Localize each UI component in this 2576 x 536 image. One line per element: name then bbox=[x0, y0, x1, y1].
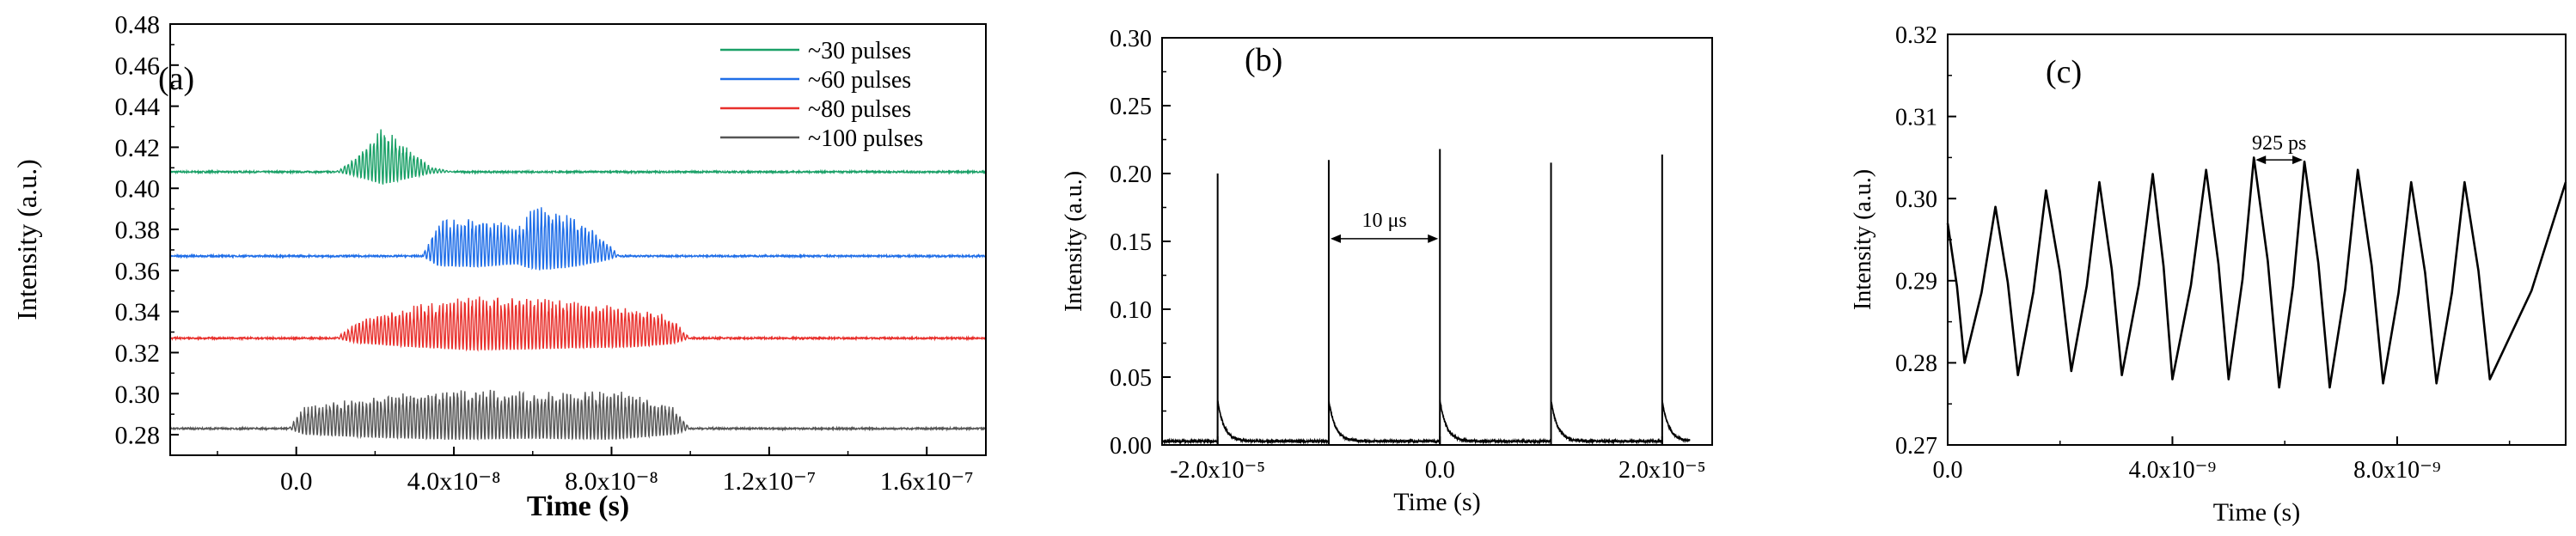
panel-a-y-tick-label: 0.28 bbox=[115, 422, 161, 450]
panel-a-y-tick-label: 0.32 bbox=[115, 339, 161, 368]
panel-b-y-tick-label: 0.00 bbox=[1110, 433, 1152, 460]
panel-c-x-tick-label: 4.0x10⁻⁹ bbox=[2129, 457, 2217, 484]
panel-a-y-tick-label: 0.30 bbox=[115, 381, 161, 409]
panel-a-series-line bbox=[169, 389, 987, 442]
panel-b-y-tick-label: 0.15 bbox=[1110, 229, 1152, 256]
panel-c-y-tick-label: 0.29 bbox=[1895, 269, 1937, 295]
panel-b-y-tick-label: 0.05 bbox=[1110, 365, 1152, 392]
panel-a-y-tick-label: 0.36 bbox=[115, 257, 161, 285]
panel-c-annotation-text: 925 ps bbox=[2252, 132, 2306, 155]
panel-a-y-tick-label: 0.44 bbox=[115, 93, 161, 121]
panel-a-y-tick-label: 0.34 bbox=[115, 298, 161, 326]
panel-a-y-axis-title: Intensity (a.u.) bbox=[11, 159, 42, 320]
panel-b-y-tick-label: 0.20 bbox=[1110, 161, 1152, 188]
panel-a-y-tick-label: 0.48 bbox=[115, 11, 161, 40]
panel-b-y-axis-title: Intensity (a.u.) bbox=[1061, 171, 1087, 312]
panel-c-y-axis-title: Intensity (a.u.) bbox=[1850, 169, 1876, 310]
panel-b-pulse-train bbox=[1161, 149, 1691, 445]
panel-a-series-line bbox=[169, 207, 987, 271]
panel-a-legend-entry: ~80 pulses bbox=[808, 96, 911, 123]
panel-b-label: (b) bbox=[1245, 42, 1282, 78]
panel-c-axes: 0.27 0.28 0.29 0.30 0.31 0.32 0.0 4.0x10⁻⁹ 8.0x1… bbox=[1895, 22, 2511, 484]
panel-b-x-tick-label: -2.0x10⁻⁵ bbox=[1170, 457, 1265, 484]
panel-a-x-tick-label: 8.0x10⁻⁸ bbox=[565, 467, 658, 496]
panel-b-x-tick-label: 0.0 bbox=[1425, 457, 1455, 484]
panel-c-y-tick-label: 0.27 bbox=[1895, 433, 1937, 460]
panel-a-y-tick-label: 0.42 bbox=[115, 134, 161, 162]
panel-c-chart: 0.27 0.28 0.29 0.30 0.31 0.32 0.0 4.0x10⁻⁹ 8.0x1… bbox=[1850, 22, 2567, 527]
panel-b-signal-line bbox=[1161, 399, 1691, 445]
panel-c-x-tick-label: 8.0x10⁻⁹ bbox=[2353, 457, 2441, 484]
panel-a-y-tick-label: 0.38 bbox=[115, 216, 161, 245]
panel-b-y-tick-label: 0.30 bbox=[1110, 26, 1152, 52]
panel-c-y-tick-label: 0.32 bbox=[1895, 22, 1937, 49]
panel-c-y-tick-label: 0.30 bbox=[1895, 186, 1937, 213]
panel-a-legend: ~30 pulses ~60 pulses~80 pulses~100 pulse… bbox=[720, 38, 923, 152]
panel-a-legend-entry: ~100 pulses bbox=[808, 125, 923, 152]
panel-b-chart: 0.00 0.05 0.10 0.15 0.20 0.25 0.30 -2.0x10⁻⁵ 0.0… bbox=[1061, 26, 1713, 516]
panel-b-y-tick-label: 0.25 bbox=[1110, 94, 1152, 120]
panel-b-x-tick-label: 2.0x10⁻⁵ bbox=[1618, 457, 1706, 484]
panel-c-arrow-head-right bbox=[2292, 155, 2304, 165]
panel-b-x-axis-title: Time (s) bbox=[1393, 488, 1480, 516]
panel-a-x-tick-label: 1.6x10⁻⁷ bbox=[880, 467, 974, 496]
panel-a-x-tick-label: 4.0x10⁻⁸ bbox=[407, 467, 501, 496]
panel-a-axes: 0.28 0.30 0.32 0.34 0.36 0.38 0.40 0.42 0.44 0.46… bbox=[115, 11, 974, 496]
panel-c-period-annotation: 925 ps bbox=[2252, 132, 2306, 165]
panel-a-series-line bbox=[169, 129, 987, 185]
panel-a-chart: 0.28 0.30 0.32 0.34 0.36 0.38 0.40 0.42 0.44 0.46… bbox=[11, 11, 987, 522]
panel-a-label: (a) bbox=[158, 61, 194, 97]
panel-c-y-tick-label: 0.31 bbox=[1895, 104, 1937, 131]
panel-a-plot-frame bbox=[169, 23, 987, 456]
panel-b-plot-frame bbox=[1161, 37, 1713, 446]
panel-a-legend-entry: ~60 pulses bbox=[808, 67, 911, 94]
panel-b-y-tick-label: 0.10 bbox=[1110, 297, 1152, 324]
panel-b-period-annotation: 10 μs bbox=[1330, 210, 1439, 243]
panel-a-series-lines bbox=[169, 129, 987, 442]
panel-a-x-tick-label: 0.0 bbox=[280, 467, 313, 496]
panel-b-arrow-head-right bbox=[1428, 234, 1439, 243]
panel-a-y-tick-label: 0.40 bbox=[115, 175, 161, 204]
panel-b-annotation-text: 10 μs bbox=[1361, 210, 1406, 232]
panel-a-y-tick-label: 0.46 bbox=[115, 52, 161, 80]
panel-a-legend-entry: ~30 pulses bbox=[808, 38, 911, 64]
panel-c-x-axis-title: Time (s) bbox=[2213, 498, 2300, 527]
panel-a-series-line bbox=[169, 296, 987, 352]
panel-c-label: (c) bbox=[2046, 54, 2082, 90]
panel-c-x-tick-label: 0.0 bbox=[1933, 457, 1963, 484]
panel-c-arrow-head-left bbox=[2255, 155, 2267, 165]
panel-b-arrow-head-left bbox=[1330, 234, 1341, 243]
panel-c-signal-line bbox=[1946, 156, 2567, 389]
panel-a-x-axis-title: Time (s) bbox=[527, 490, 629, 522]
panel-b-axes: 0.00 0.05 0.10 0.15 0.20 0.25 0.30 -2.0x10⁻⁵ 0.0… bbox=[1110, 26, 1706, 484]
panel-c-oscillation-line bbox=[1946, 156, 2567, 389]
panel-c-y-tick-label: 0.28 bbox=[1895, 350, 1937, 377]
panel-a-x-tick-label: 1.2x10⁻⁷ bbox=[722, 467, 816, 496]
